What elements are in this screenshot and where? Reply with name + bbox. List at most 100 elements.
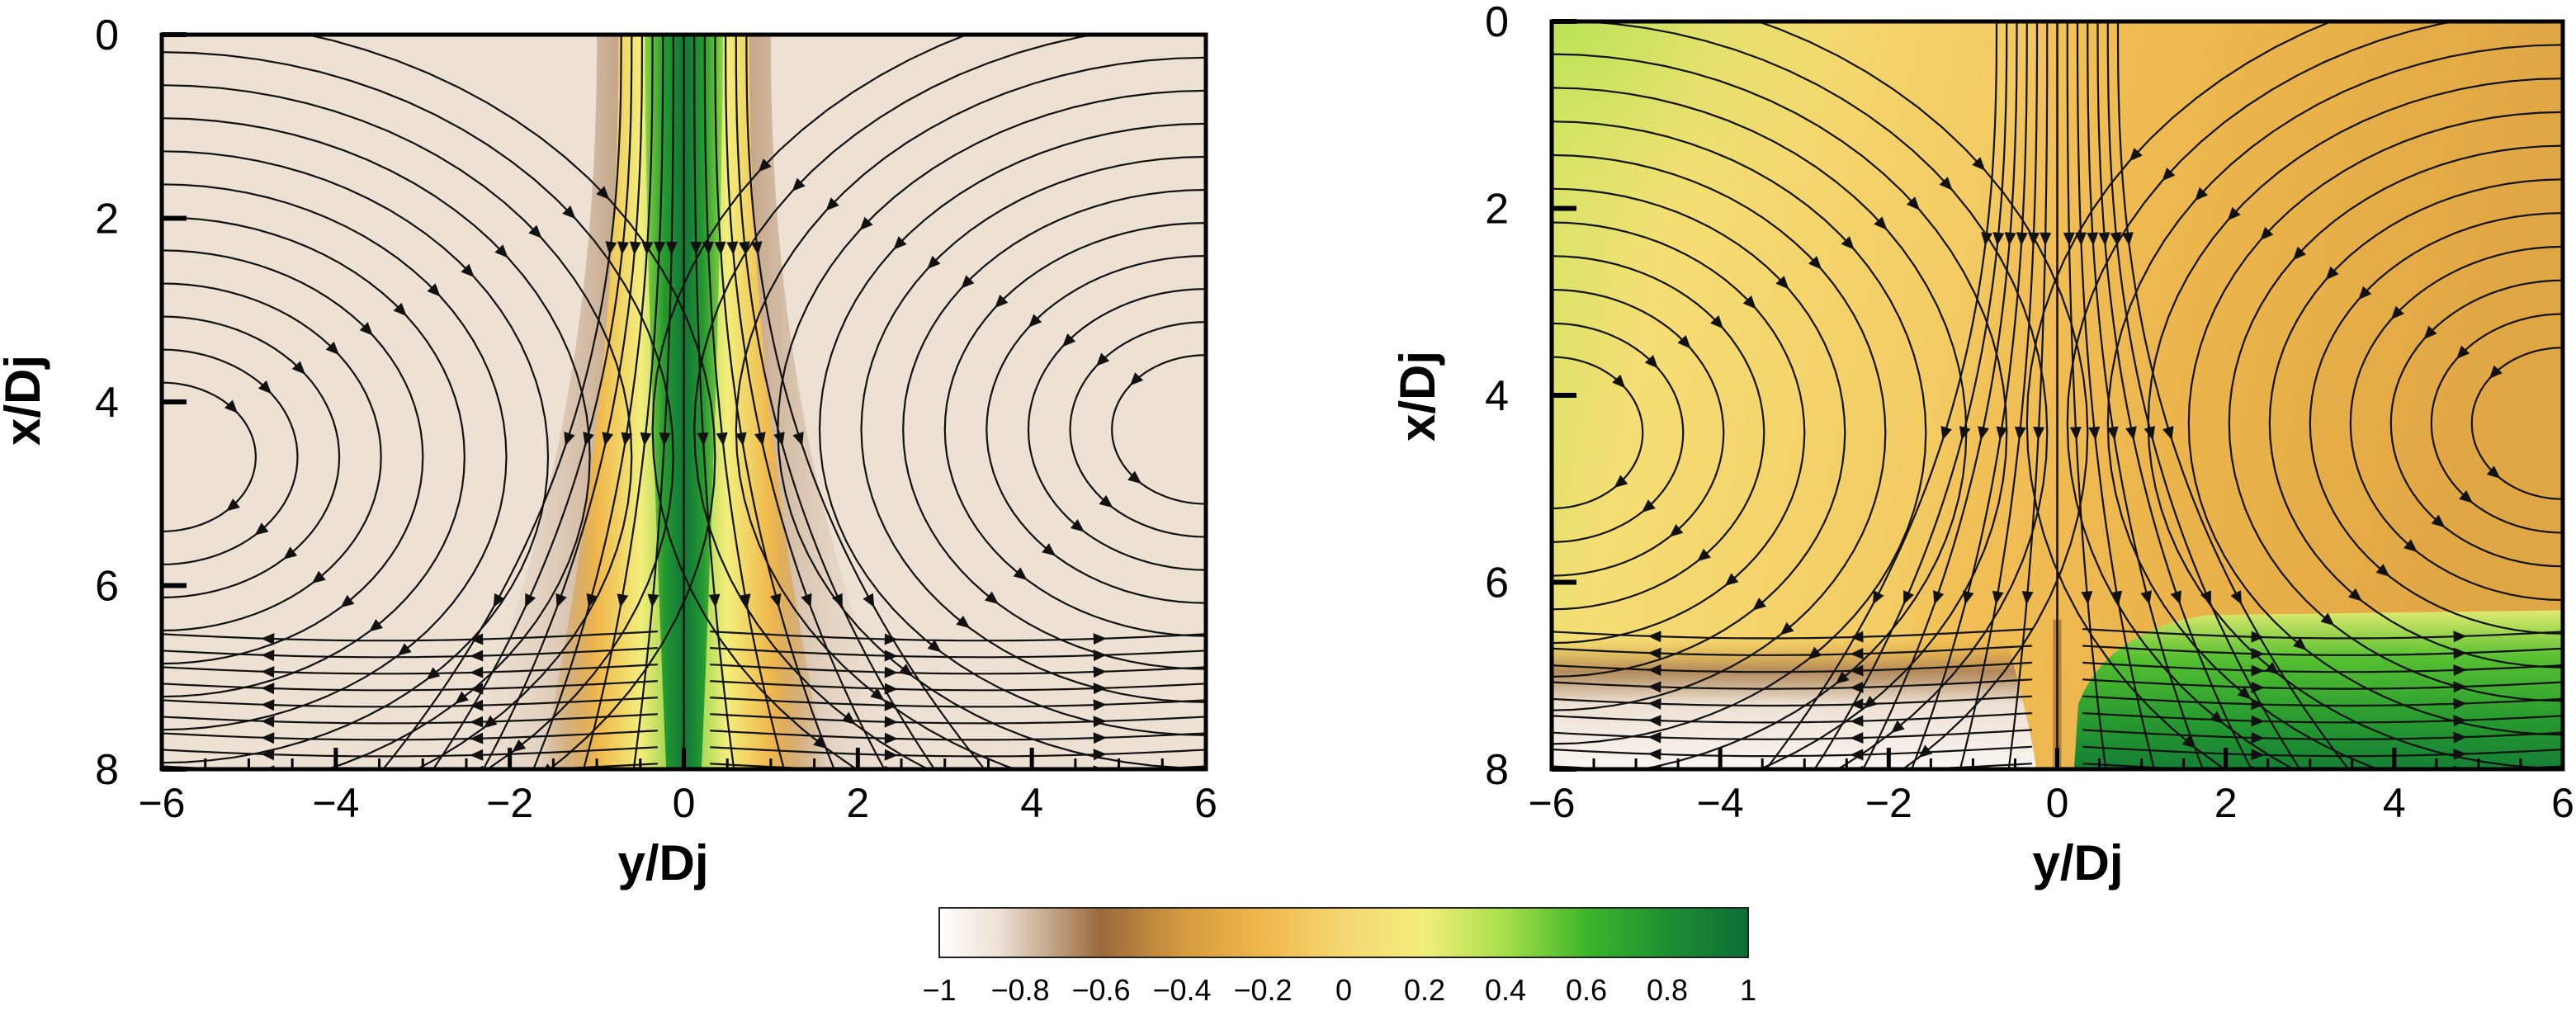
streamline-arrowhead — [555, 593, 567, 608]
colorbar-tick-label: 0.2 — [1404, 973, 1445, 1007]
streamline — [1552, 322, 1685, 543]
streamline-arrowhead — [1642, 499, 1656, 513]
streamline-arrowhead — [427, 283, 441, 297]
streamline-arrowhead — [2251, 715, 2265, 727]
streamline — [1552, 695, 2032, 707]
streamline — [303, 35, 716, 769]
streamline — [693, 35, 735, 769]
streamline — [2430, 313, 2563, 534]
streamline — [710, 697, 1206, 708]
streamline-arrowhead — [1808, 256, 1822, 270]
streamline-arrowhead — [470, 683, 484, 695]
streamline-arrowhead — [690, 241, 702, 255]
colorbar-tick-label: −0.2 — [1233, 973, 1292, 1007]
streamline — [532, 35, 654, 769]
streamline — [2470, 347, 2563, 500]
streamline-arrowhead — [1644, 354, 1658, 369]
streamline-arrowhead — [1850, 648, 1864, 660]
streamline-arrowhead — [2237, 686, 2252, 700]
streamline-arrowhead — [884, 633, 898, 645]
streamline-arrowhead — [1647, 647, 1661, 659]
streamline-arrowhead — [2486, 465, 2501, 479]
y-tick-label: 0 — [1485, 0, 1509, 46]
streamline-arrowhead — [629, 241, 641, 255]
streamline-arrowhead — [525, 593, 536, 608]
streamline-arrowhead — [2110, 232, 2122, 246]
streamline-arrowhead — [1959, 426, 1971, 441]
right-streamlines — [1552, 21, 2563, 769]
streamline-arrowhead — [1129, 372, 1144, 386]
streamline-arrowhead — [792, 177, 806, 192]
x-tick-label: −2 — [1865, 780, 1912, 826]
streamline-arrowhead — [2251, 731, 2265, 744]
streamline-arrowhead — [470, 749, 484, 761]
x-tick-label: 4 — [1020, 780, 1043, 826]
streamline — [860, 155, 1206, 703]
streamline-arrowhead — [956, 615, 971, 629]
streamline-arrowhead — [2251, 681, 2265, 693]
streamline-arrowhead — [2162, 167, 2176, 182]
streamline-arrowhead — [325, 341, 339, 356]
streamline-arrowhead — [2489, 365, 2503, 380]
streamline-arrowhead — [1863, 696, 1878, 709]
streamline-arrowhead — [726, 241, 739, 255]
streamline — [162, 713, 658, 725]
streamline-arrowhead — [605, 241, 617, 255]
colorbar-tick-label: 0.4 — [1485, 973, 1526, 1007]
streamline — [162, 216, 466, 698]
streamline-arrowhead — [2320, 612, 2335, 626]
streamline-arrowhead — [617, 593, 629, 608]
streamline — [2116, 21, 2350, 769]
streamline-arrowhead — [641, 241, 654, 255]
x-tick-label: 4 — [2383, 780, 2406, 826]
streamline-arrowhead — [1647, 731, 1661, 744]
streamline-arrowhead — [2162, 425, 2174, 441]
y-tick-label: 0 — [95, 12, 119, 59]
streamline-arrowhead — [2358, 286, 2372, 300]
streamline — [1552, 187, 1846, 678]
streamline-arrowhead — [1775, 276, 1789, 290]
streamline — [710, 746, 1206, 758]
streamline-arrowhead — [2063, 232, 2075, 246]
streamline — [162, 664, 658, 675]
streamline-arrowhead — [1647, 664, 1661, 677]
streamline-arrowhead — [2459, 489, 2473, 503]
streamline-arrowhead — [2325, 266, 2339, 281]
streamline-arrowhead — [2453, 715, 2467, 727]
streamline — [1552, 712, 2032, 724]
streamline-arrowhead — [528, 224, 542, 239]
streamline — [1552, 678, 2032, 690]
streamline-arrowhead — [340, 594, 355, 608]
streamline-arrowhead — [2144, 426, 2156, 441]
streamline — [710, 631, 1206, 642]
x-tick-label: −4 — [1697, 780, 1744, 826]
streamline-arrowhead — [1841, 236, 1855, 250]
streamline-arrowhead — [470, 633, 484, 645]
streamline-arrowhead — [2453, 664, 2467, 677]
streamline — [1755, 21, 2089, 769]
streamline-arrowhead — [494, 244, 508, 258]
streamline-arrowhead — [2121, 232, 2134, 246]
streamline-arrowhead — [1697, 548, 1711, 562]
streamline-arrowhead — [884, 683, 898, 695]
streamline-arrowhead — [735, 432, 747, 446]
streamline-arrowhead — [1093, 699, 1107, 711]
streamline — [1862, 21, 2018, 769]
streamline-arrowhead — [225, 498, 240, 512]
streamline — [162, 51, 674, 769]
left-axis-ticks: −6 −4 −2 0 2 4 6 0 2 4 6 8 — [95, 12, 1217, 826]
streamline — [651, 35, 969, 769]
streamline-arrowhead — [654, 241, 666, 255]
streamline-arrowhead — [254, 522, 269, 536]
streamline — [2025, 21, 2334, 769]
streamline-arrowhead — [2021, 591, 2034, 605]
streamline-arrowhead — [2074, 232, 2087, 246]
streamline-arrowhead — [2230, 590, 2243, 605]
streamline — [162, 150, 550, 764]
streamline — [1552, 661, 2032, 673]
streamline-arrowhead — [1093, 732, 1107, 744]
streamline-arrowhead — [659, 432, 671, 446]
x-tick-label: 6 — [2551, 780, 2574, 826]
streamline-arrowhead — [470, 666, 484, 678]
